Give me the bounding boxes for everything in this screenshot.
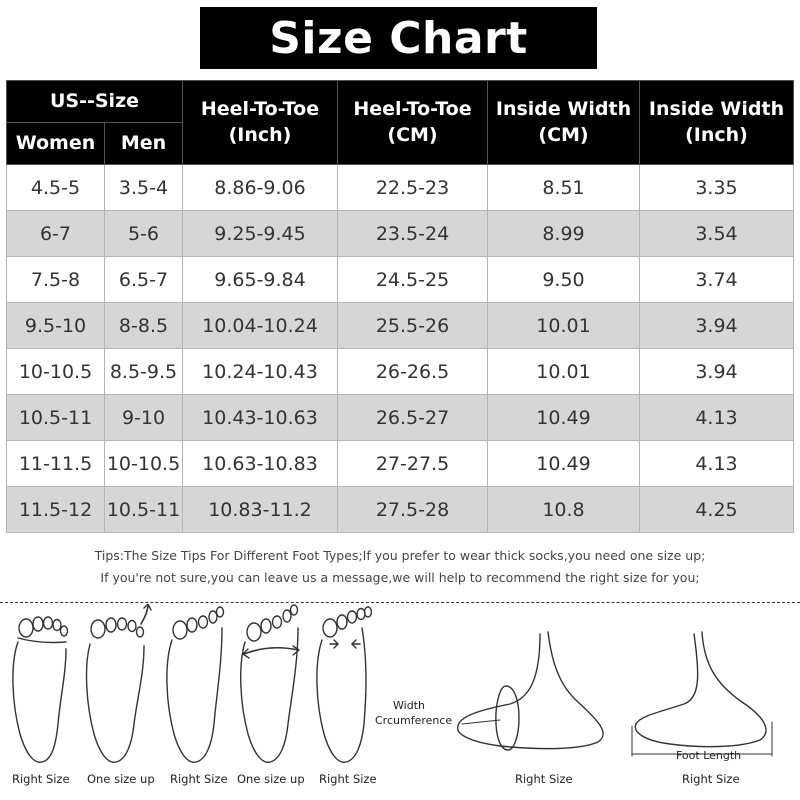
women-size-cell: 11-11.5	[6, 440, 105, 487]
side-foot-length-icon	[631, 631, 773, 757]
heel-inch-cell: 10.24-10.43	[182, 348, 338, 395]
width-cm-cell: 9.50	[487, 256, 640, 303]
foot-caption: Right Size	[319, 772, 377, 786]
foot-illustrations	[12, 604, 773, 763]
women-size-cell: 11.5-12	[6, 486, 105, 533]
heel-cm-cell: 23.5-24	[337, 210, 488, 257]
foot-caption: One size up	[237, 772, 305, 786]
women-header: Women	[6, 122, 105, 165]
side-caption: Right Size	[515, 772, 573, 786]
women-size-cell: 7.5-8	[6, 256, 105, 303]
width-label: Width	[393, 699, 425, 712]
table-row: 6-7 5-6 9.25-9.45 23.5-24 8.99 3.54	[6, 210, 794, 257]
men-size-cell: 3.5-4	[104, 164, 183, 211]
foot-caption: One size up	[87, 772, 155, 786]
heel-toe-cm-header: Heel-To-Toe (CM)	[337, 80, 488, 165]
width-inch-cell: 3.54	[639, 210, 794, 257]
heel-cm-cell: 24.5-25	[337, 256, 488, 303]
foot-caption: Right Size	[170, 772, 228, 786]
women-size-cell: 10-10.5	[6, 348, 105, 395]
men-size-cell: 8.5-9.5	[104, 348, 183, 395]
heel-cm-cell: 26-26.5	[337, 348, 488, 395]
heel-inch-cell: 8.86-9.06	[182, 164, 338, 211]
table-row: 4.5-5 3.5-4 8.86-9.06 22.5-23 8.51 3.35	[6, 164, 794, 211]
width-cm-cell: 10.01	[487, 302, 640, 349]
width-inch-cell: 3.94	[639, 302, 794, 349]
women-size-cell: 4.5-5	[6, 164, 105, 211]
table-row: 7.5-8 6.5-7 9.65-9.84 24.5-25 9.50 3.74	[6, 256, 794, 303]
men-size-cell: 8-8.5	[104, 302, 183, 349]
width-inch-cell: 4.13	[639, 394, 794, 441]
width-inch-cell: 3.35	[639, 164, 794, 211]
table-row: 10-10.5 8.5-9.5 10.24-10.43 26-26.5 10.0…	[6, 348, 794, 395]
width-cm-cell: 8.51	[487, 164, 640, 211]
inside-width-cm-header: Inside Width (CM)	[487, 80, 640, 165]
men-size-cell: 10.5-11	[104, 486, 183, 533]
women-size-cell: 9.5-10	[6, 302, 105, 349]
width-cm-cell: 10.49	[487, 394, 640, 441]
men-size-cell: 9-10	[104, 394, 183, 441]
heel-inch-cell: 10.83-11.2	[182, 486, 338, 533]
dashed-divider	[0, 602, 800, 603]
foot-caption: Right Size	[12, 772, 70, 786]
heel-cm-cell: 27-27.5	[337, 440, 488, 487]
heel-inch-cell: 9.25-9.45	[182, 210, 338, 257]
us-size-header: US--Size	[6, 80, 183, 123]
inside-width-inch-header: Inside Width (Inch)	[639, 80, 794, 165]
heel-inch-cell: 10.63-10.83	[182, 440, 338, 487]
width-inch-cell: 4.25	[639, 486, 794, 533]
size-chart-title: Size Chart	[200, 7, 597, 69]
foot-outline-icon	[240, 604, 300, 763]
men-header: Men	[104, 122, 183, 165]
foot-outline-icon	[166, 606, 225, 763]
heel-cm-cell: 25.5-26	[337, 302, 488, 349]
side-foot-width-icon	[457, 631, 604, 751]
heel-inch-cell: 9.65-9.84	[182, 256, 338, 303]
heel-cm-cell: 27.5-28	[337, 486, 488, 533]
men-size-cell: 5-6	[104, 210, 183, 257]
heel-inch-cell: 10.43-10.63	[182, 394, 338, 441]
width-cm-cell: 10.01	[487, 348, 640, 395]
tips-line-2: If you're not sure,you can leave us a me…	[100, 570, 700, 585]
men-size-cell: 6.5-7	[104, 256, 183, 303]
table-row: 9.5-10 8-8.5 10.04-10.24 25.5-26 10.01 3…	[6, 302, 794, 349]
circumference-label: Crcumference	[375, 714, 453, 727]
foot-outline-icon	[85, 604, 152, 763]
width-inch-cell: 3.74	[639, 256, 794, 303]
width-cm-cell: 8.99	[487, 210, 640, 257]
table-row: 11.5-12 10.5-11 10.83-11.2 27.5-28 10.8 …	[6, 486, 794, 533]
side-caption: Right Size	[682, 772, 740, 786]
heel-toe-inch-header: Heel-To-Toe (Inch)	[182, 80, 338, 165]
width-cm-cell: 10.8	[487, 486, 640, 533]
foot-length-label: Foot Length	[676, 749, 742, 762]
table-row: 11-11.5 10-10.5 10.63-10.83 27-27.5 10.4…	[6, 440, 794, 487]
heel-cm-cell: 22.5-23	[337, 164, 488, 211]
women-size-cell: 6-7	[6, 210, 105, 257]
size-table: US--Size Heel-To-Toe (Inch) Heel-To-Toe (C…	[6, 80, 794, 533]
width-cm-cell: 10.49	[487, 440, 640, 487]
tips-line-1: Tips:The Size Tips For Different Foot Ty…	[94, 548, 706, 563]
foot-outline-icon	[12, 616, 69, 763]
heel-cm-cell: 26.5-27	[337, 394, 488, 441]
foot-outline-icon	[316, 606, 373, 763]
table-row: 10.5-11 9-10 10.43-10.63 26.5-27 10.49 4…	[6, 394, 794, 441]
women-size-cell: 10.5-11	[6, 394, 105, 441]
width-inch-cell: 4.13	[639, 440, 794, 487]
width-inch-cell: 3.94	[639, 348, 794, 395]
heel-inch-cell: 10.04-10.24	[182, 302, 338, 349]
men-size-cell: 10-10.5	[104, 440, 183, 487]
